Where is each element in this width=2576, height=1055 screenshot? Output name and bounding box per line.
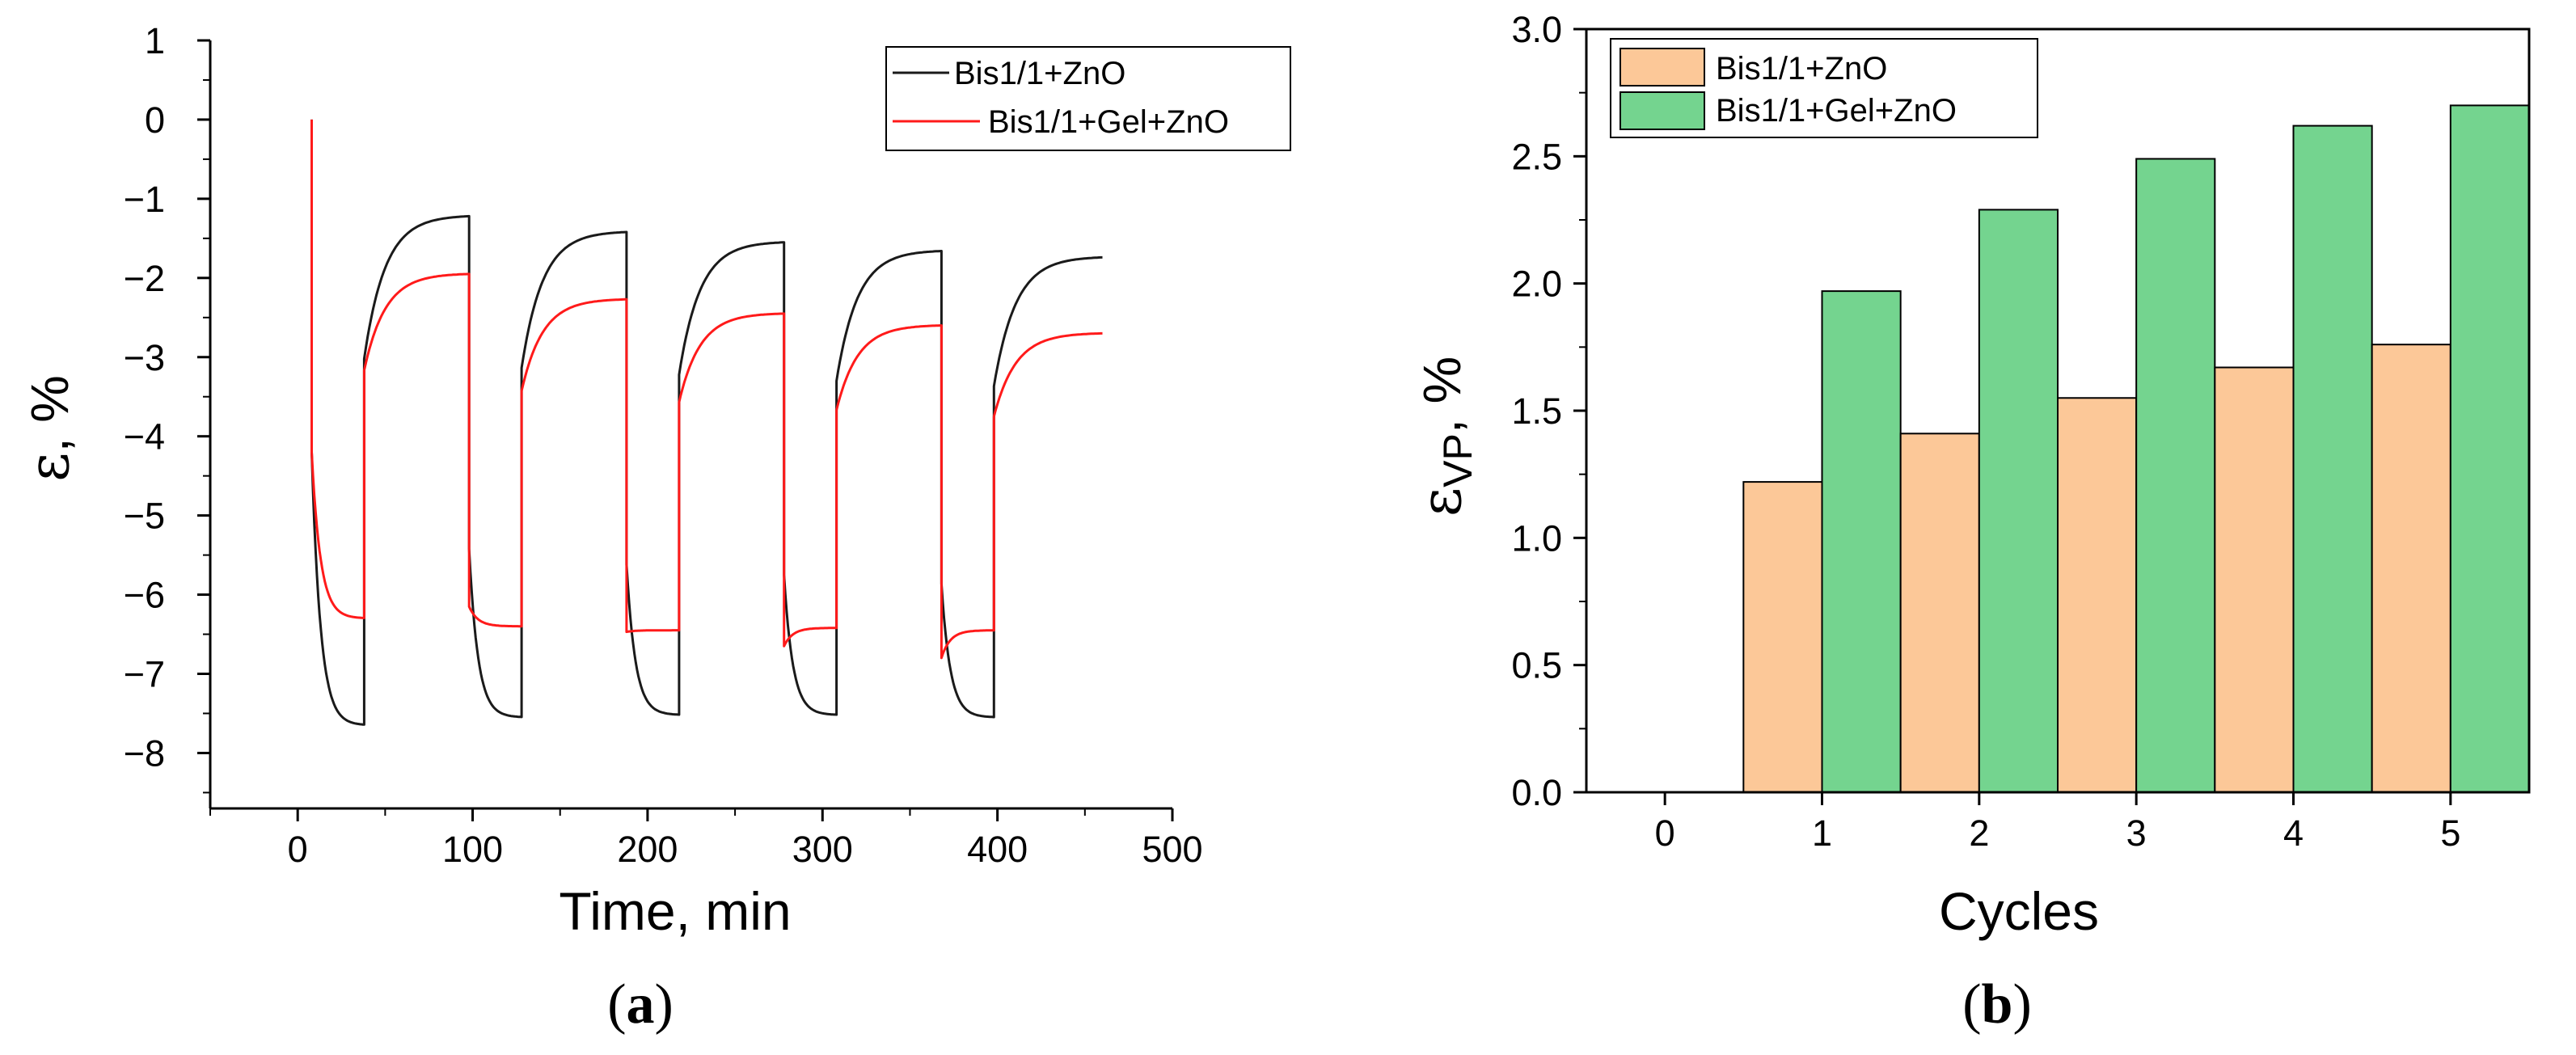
b-y-tick-label: 2.0 [1511, 264, 1562, 305]
b-legend-label-series-2: Bis1/1+Gel+ZnO [1716, 93, 1957, 129]
b-y-axis-title: εVP, % [1408, 357, 1480, 517]
b-y-tick-label: 1.0 [1511, 517, 1562, 559]
b-panel-label: (b) [1962, 973, 2032, 1036]
a-y-tick-label: 1 [145, 20, 165, 61]
a-y-tick-label: −3 [124, 337, 165, 378]
b-bar-1-cycle-3 [2057, 397, 2138, 793]
a-legend: Bis1/1+ZnO Bis1/1+Gel+ZnO [885, 46, 1291, 151]
a-y-tick-label: −2 [124, 258, 165, 299]
b-bar-1-cycle-2 [1899, 433, 1980, 793]
a-x-tick-label: 500 [1142, 829, 1202, 870]
b-x-tick-label: 4 [2283, 812, 2304, 854]
b-legend: Bis1/1+ZnO Bis1/1+Gel+ZnO [1610, 38, 2038, 138]
a-x-tick-label: 300 [792, 829, 853, 870]
panel-b-bar-chart: 0 1 2 3 4 5 0.0 0.5 1.0 1.5 2.0 2.5 3.0 Bis1/1+ZnO B… [1408, 9, 2531, 1036]
b-x-tick-label: 0 [1655, 812, 1675, 854]
a-y-axis-symbol: ε [15, 453, 82, 482]
b-x-tick-label: 2 [1969, 812, 1989, 854]
a-y-axis-title: ε, % [15, 375, 82, 482]
a-legend-label-series-1: Bis1/1+ZnO [954, 56, 1125, 91]
b-y-tick-label: 1.5 [1511, 390, 1562, 432]
a-y-tick-label: −6 [124, 575, 165, 616]
b-legend-label-series-1: Bis1/1+ZnO [1716, 51, 1887, 87]
b-y-axis-symbol: ε [1408, 487, 1474, 517]
b-bars [1742, 104, 2530, 794]
a-panel-label: (a) [607, 973, 674, 1036]
b-bar-1-cycle-1 [1742, 481, 1823, 794]
b-y-axis-subscript: VP [1435, 433, 1480, 487]
a-legend-label-series-2: Bis1/1+Gel+ZnO [988, 104, 1229, 140]
b-bar-2-cycle-4 [2292, 124, 2373, 794]
b-y-axis-unit: , % [1412, 357, 1472, 433]
b-axes: 0 1 2 3 4 5 0.0 0.5 1.0 1.5 2.0 2.5 3.0 [1511, 9, 2531, 854]
a-y-tick-label: −5 [124, 496, 165, 537]
b-x-axis-title: Cycles [1939, 881, 2099, 941]
a-x-tick-label: 0 [288, 829, 308, 870]
a-y-tick-label: 0 [145, 99, 165, 141]
a-series-line-1 [310, 119, 1103, 726]
b-bar-2-cycle-3 [2135, 158, 2216, 794]
b-bar-2-cycle-2 [1978, 209, 2059, 793]
svg-text:εVP, %: εVP, % [1408, 357, 1480, 517]
b-y-tick-label: 3.0 [1511, 9, 1562, 50]
a-y-tick-label: −4 [124, 416, 165, 458]
a-y-tick-label: −8 [124, 732, 165, 774]
a-y-axis-unit: , % [19, 375, 79, 452]
b-bar-2-cycle-1 [1821, 290, 1902, 793]
b-x-tick-label: 3 [2126, 812, 2147, 854]
b-bar-2-cycle-5 [2449, 104, 2530, 793]
a-series-lines [310, 119, 1103, 726]
b-y-tick-label: 0.5 [1511, 645, 1562, 686]
a-x-tick-label: 100 [442, 829, 503, 870]
a-y-tick-label: −7 [124, 654, 165, 695]
b-y-tick-label: 0.0 [1511, 772, 1562, 813]
a-x-axis-title: Time, min [559, 881, 791, 941]
svg-text:ε, %: ε, % [15, 375, 82, 482]
b-y-tick-label: 2.5 [1511, 136, 1562, 177]
b-legend-swatch-series-2 [1620, 91, 1705, 130]
b-bar-1-cycle-5 [2371, 344, 2451, 794]
b-bar-1-cycle-4 [2214, 366, 2295, 793]
a-axes: 0 100 200 300 400 500 1 0 −1 −2 −3 −4 −5 −6 −7 −8 [124, 20, 1203, 870]
b-x-tick-label: 1 [1812, 812, 1832, 854]
b-x-tick-label: 5 [2440, 812, 2460, 854]
a-y-tick-label: −1 [124, 179, 165, 220]
b-legend-swatch-series-1 [1620, 48, 1705, 87]
a-x-tick-label: 400 [967, 829, 1028, 870]
a-legend-box [885, 46, 1291, 151]
panel-a-line-chart: 0 100 200 300 400 500 1 0 −1 −2 −3 −4 −5 −6 −7 −8 Bis1/… [15, 20, 1291, 1036]
a-x-tick-label: 200 [617, 829, 678, 870]
a-series-line-2 [310, 119, 1103, 660]
